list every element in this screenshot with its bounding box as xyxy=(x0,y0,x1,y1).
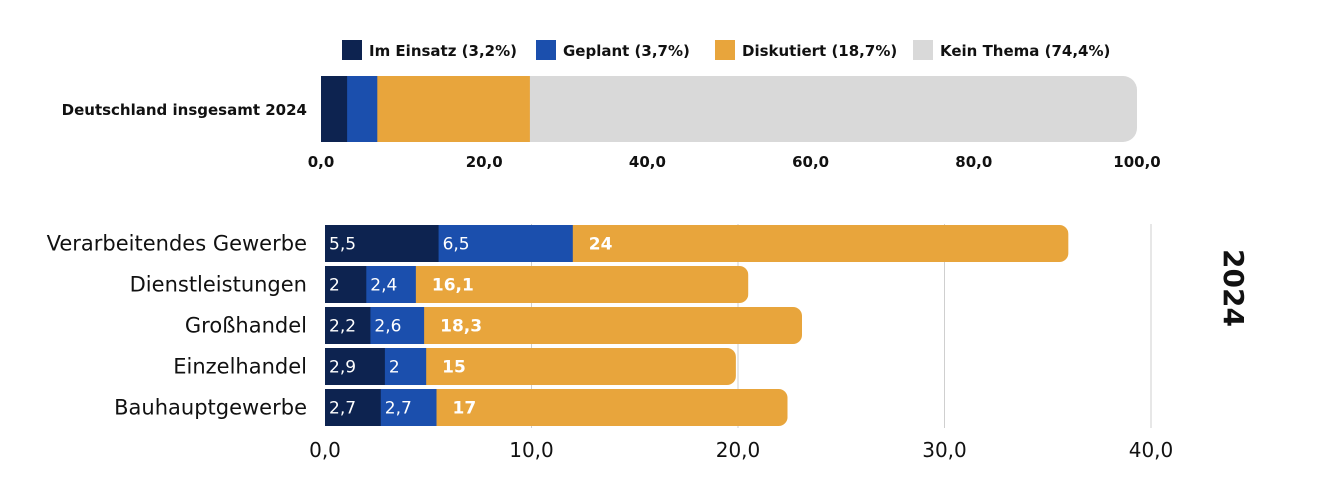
bar-segment xyxy=(529,76,1137,142)
data-label: 2,6 xyxy=(374,317,401,337)
x-tick-label: 0,0 xyxy=(308,153,335,171)
bar-segment xyxy=(325,389,382,426)
x-tick-label: 30,0 xyxy=(922,438,967,462)
top-chart: Deutschland insgesamt 2024 0,0 20,0 40,0 60,… xyxy=(62,76,1161,171)
legend-swatch xyxy=(342,40,362,60)
data-label: 17 xyxy=(453,399,477,419)
bar-segment xyxy=(572,225,1069,262)
bar-segment xyxy=(426,348,736,385)
category-label: Bauhauptgewerbe xyxy=(114,396,307,420)
x-tick-label: 100,0 xyxy=(1113,153,1160,171)
data-label: 2,4 xyxy=(370,276,397,296)
bar-segment xyxy=(366,266,417,303)
data-label: 2,7 xyxy=(329,399,356,419)
row-label: Deutschland insgesamt 2024 xyxy=(62,101,307,119)
data-label: 5,5 xyxy=(329,235,356,255)
category-label: Großhandel xyxy=(185,314,307,338)
legend-swatch xyxy=(913,40,933,60)
bar-segment xyxy=(438,225,574,262)
category-label: Dienstleistungen xyxy=(130,273,307,297)
legend-label: Im Einsatz (3,2%) xyxy=(369,42,517,60)
bar-segment xyxy=(325,225,440,262)
bar-segment xyxy=(325,266,367,303)
legend-label: Diskutiert (18,7%) xyxy=(742,42,897,60)
data-label: 2 xyxy=(329,276,340,296)
legend-swatch xyxy=(536,40,556,60)
data-label: 2 xyxy=(389,358,400,378)
bottom-chart: Verarbeitendes Gewerbe 5,5 6,5 24 Dienstleis… xyxy=(47,224,1174,462)
bar-segment xyxy=(325,348,386,385)
x-tick-label: 10,0 xyxy=(509,438,554,462)
x-tick-label: 40,0 xyxy=(629,153,666,171)
x-tick-label: 80,0 xyxy=(955,153,992,171)
data-label: 2,2 xyxy=(329,317,356,337)
legend-swatch xyxy=(715,40,735,60)
data-label: 24 xyxy=(589,235,613,255)
data-label: 6,5 xyxy=(443,235,470,255)
bar-segment xyxy=(415,266,749,303)
category-label: Verarbeitendes Gewerbe xyxy=(47,232,307,256)
data-label: 18,3 xyxy=(440,317,482,337)
x-tick-label: 0,0 xyxy=(309,438,341,462)
bar-segment xyxy=(321,76,348,142)
bar-segment xyxy=(380,389,438,426)
category-label: Einzelhandel xyxy=(173,355,307,379)
data-label: 2,9 xyxy=(329,358,356,378)
bar-segment xyxy=(436,389,788,426)
bar-segment xyxy=(424,307,803,344)
data-label: 15 xyxy=(442,358,466,378)
x-tick-label: 20,0 xyxy=(716,438,761,462)
data-label: 16,1 xyxy=(432,276,474,296)
top-legend: Im Einsatz (3,2%) Geplant (3,7%) Diskutier… xyxy=(342,40,1110,60)
data-label: 2,7 xyxy=(385,399,412,419)
bar-segment xyxy=(384,348,427,385)
bar-segment xyxy=(325,307,371,344)
legend-label: Kein Thema (74,4%) xyxy=(940,42,1110,60)
x-tick-label: 40,0 xyxy=(1129,438,1174,462)
year-side-label: 2024 xyxy=(1217,249,1250,327)
bar-segment xyxy=(347,76,378,142)
x-tick-label: 20,0 xyxy=(466,153,503,171)
bar-segment xyxy=(377,76,531,142)
x-tick-label: 60,0 xyxy=(792,153,829,171)
bar-segment xyxy=(370,307,425,344)
legend-label: Geplant (3,7%) xyxy=(563,42,690,60)
